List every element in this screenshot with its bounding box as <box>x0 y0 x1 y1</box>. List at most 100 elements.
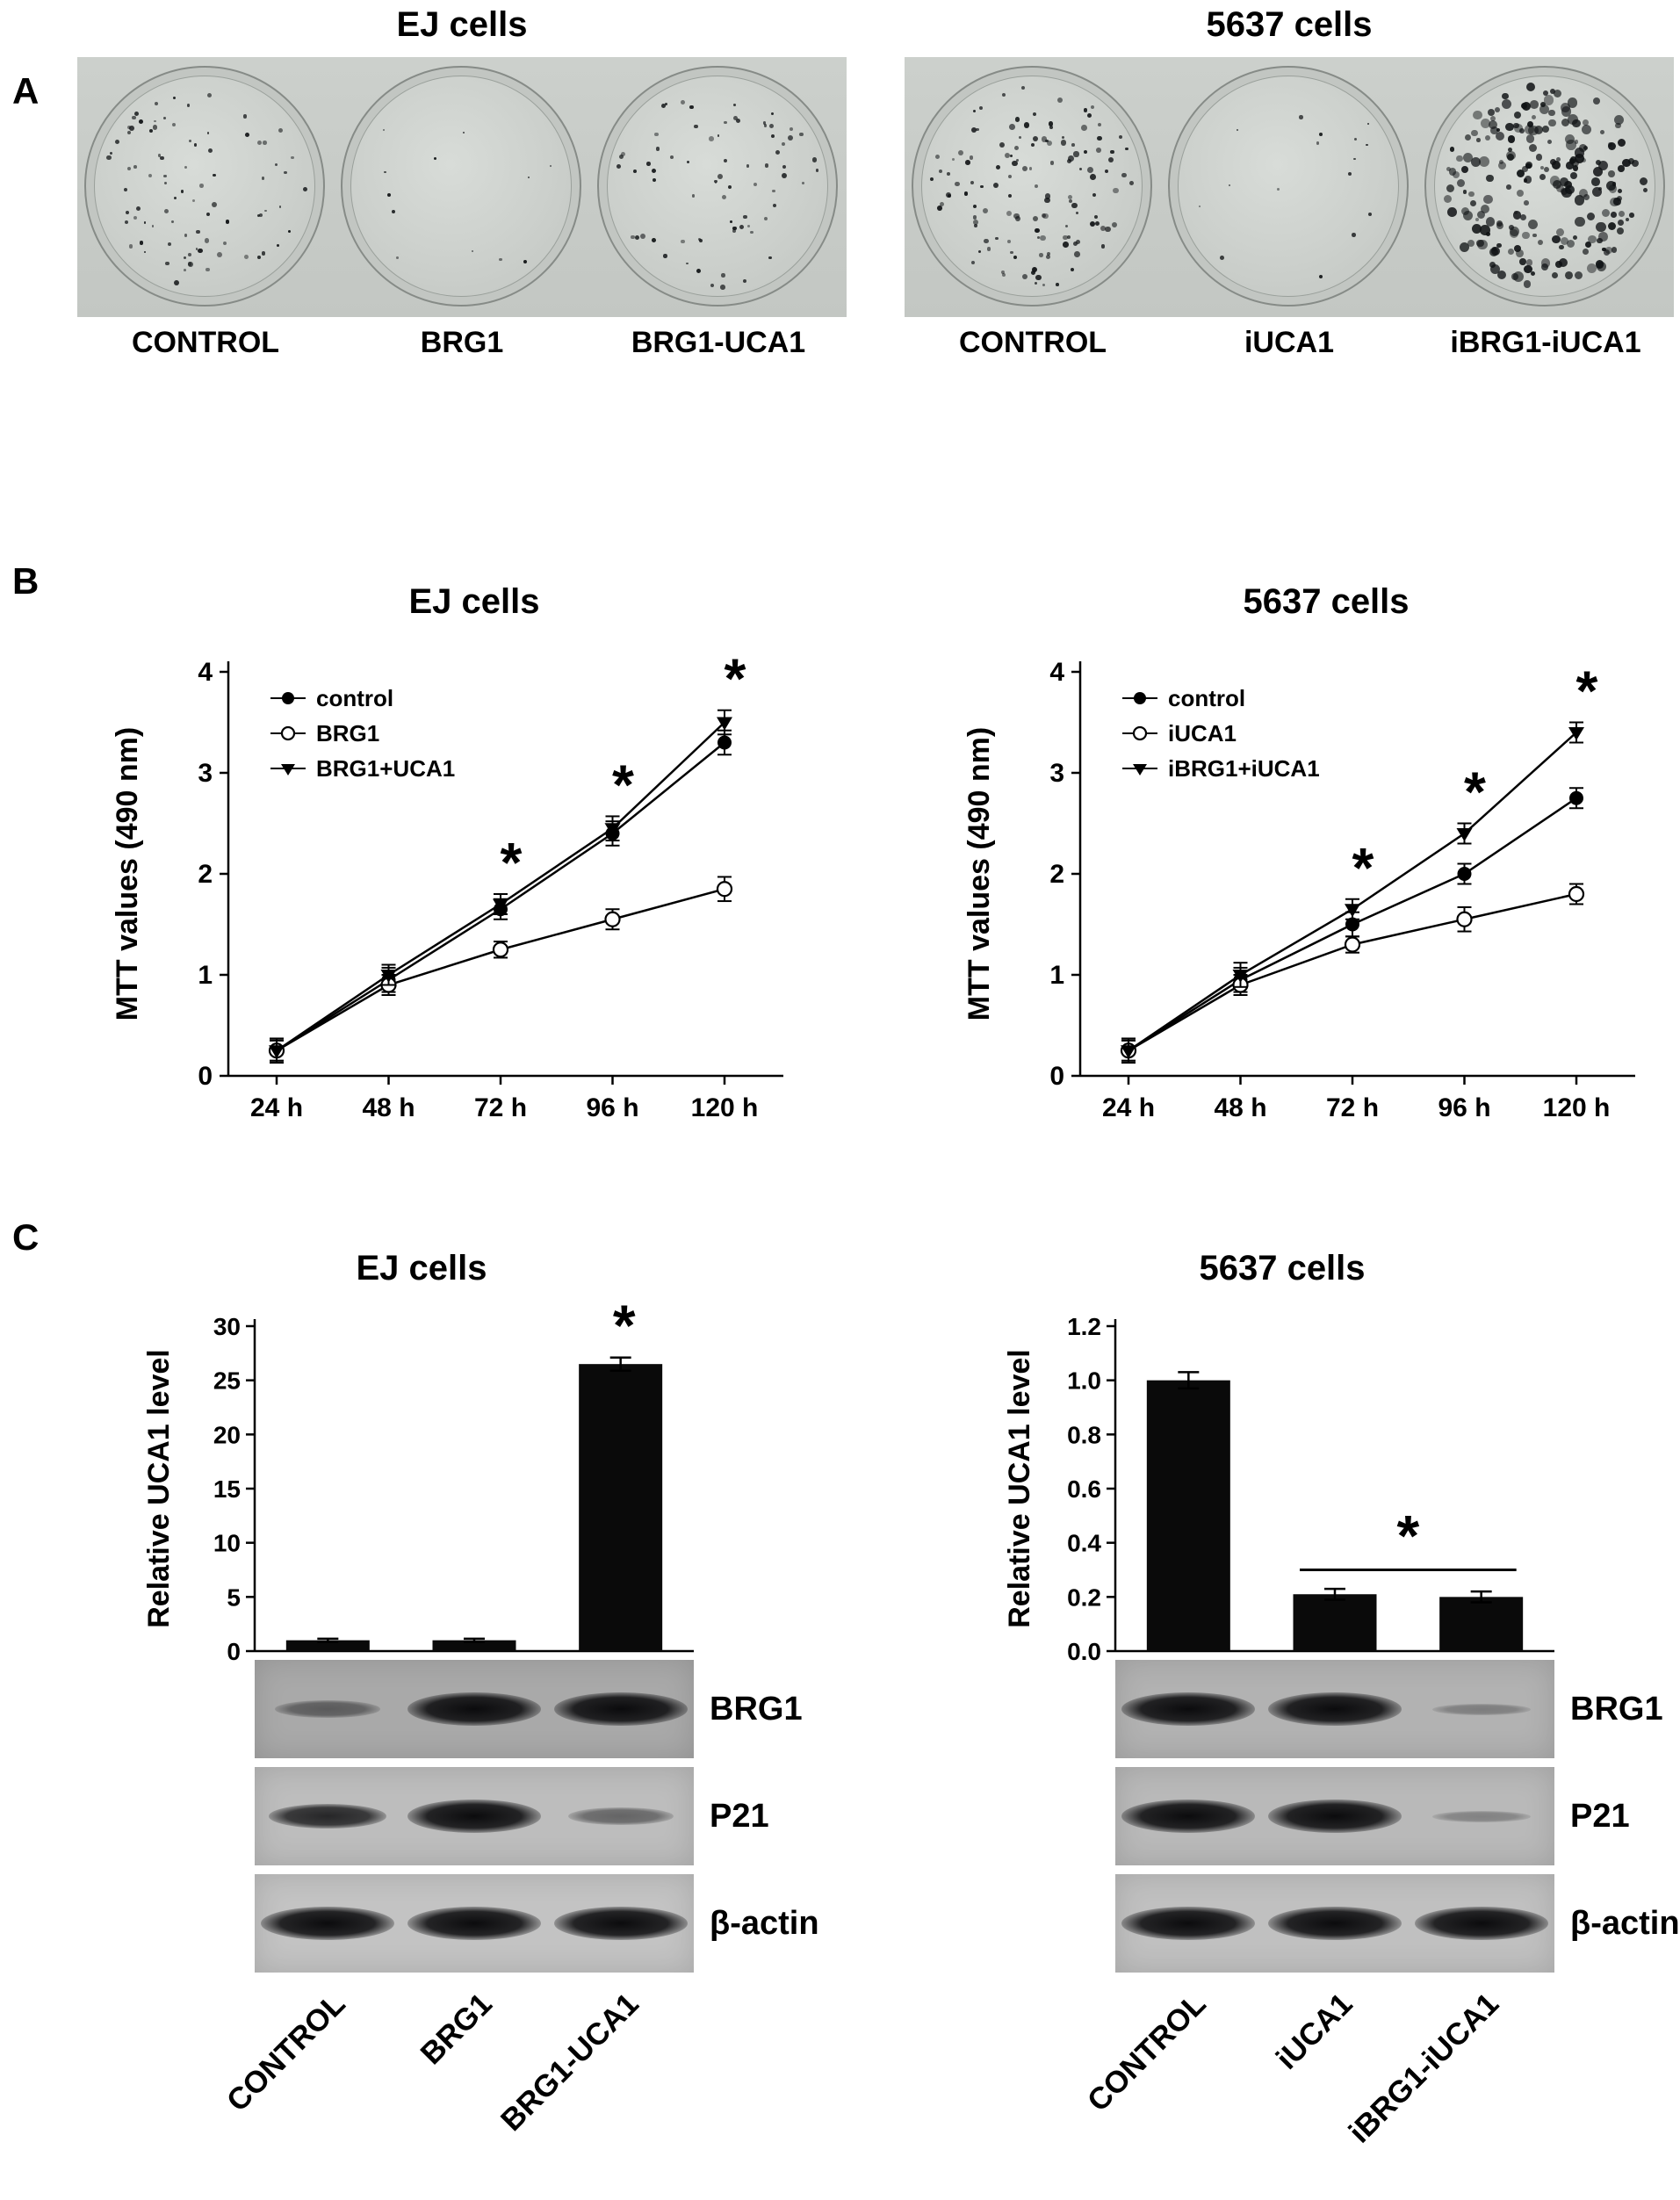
colony-dot <box>1468 191 1475 198</box>
colony-dot <box>1602 247 1606 252</box>
chart-mtt-ej-cells: EJ cells MTT values (490 nm) 0 1 2 3 4 24 h 48 h… <box>97 571 799 1164</box>
blot-row-BRG1 <box>255 1660 694 1758</box>
y-tick-label: 30 <box>213 1313 241 1340</box>
x-tick-label: 96 h <box>586 1093 638 1122</box>
colony-dot <box>1593 97 1601 105</box>
colony-dot <box>1509 225 1514 230</box>
colony-dot <box>709 136 714 141</box>
colony-dot <box>173 97 177 100</box>
colony-dot <box>188 139 191 142</box>
axes <box>1071 661 1635 1085</box>
colony-dot <box>1575 153 1585 163</box>
colony-dot <box>663 254 667 258</box>
colony-dot <box>1107 157 1114 163</box>
significance-star: * <box>1464 761 1486 824</box>
colony-dot <box>1461 206 1470 215</box>
colony-dot <box>124 220 128 224</box>
colony-dot <box>211 201 217 207</box>
colony-dot <box>184 234 188 237</box>
y-axis-label: MTT values (490 nm) <box>111 727 144 1021</box>
colony-group-title-5637: 5637 cells <box>1206 5 1373 44</box>
colony-dot <box>1524 200 1529 206</box>
colony-dot <box>205 267 210 272</box>
colony-dot <box>151 224 155 227</box>
colony-dot <box>1498 159 1503 165</box>
colony-dot <box>721 273 725 278</box>
colony-dot <box>1494 107 1500 113</box>
colony-dot <box>732 104 736 106</box>
lane-label: BRG1-UCA1 <box>494 1987 645 2138</box>
blot-protein-label: BRG1 <box>1570 1690 1663 1728</box>
colony-dot <box>1549 88 1555 94</box>
colony-dot <box>742 279 746 284</box>
marker-filled-triangle <box>1121 1045 1136 1059</box>
colony-dot <box>1572 119 1581 128</box>
bar-CONTROL <box>1146 1380 1230 1651</box>
colony-dot <box>1072 241 1078 247</box>
colony-dot <box>995 236 999 241</box>
y-axis-label: Relative UCA1 level <box>1003 1349 1036 1628</box>
dish-cell: iUCA1 <box>1161 57 1417 360</box>
colony-dot <box>1570 158 1580 168</box>
y-tick-label: 25 <box>213 1367 241 1395</box>
marker-open-circle <box>716 881 733 898</box>
colony-dot <box>1516 249 1525 257</box>
colony-dot <box>1129 181 1134 185</box>
colony-dot <box>1090 174 1096 181</box>
colony-dot <box>1471 156 1482 167</box>
colony-dot <box>1229 184 1231 186</box>
colony-dot <box>1113 188 1119 194</box>
colony-dot <box>1070 267 1075 272</box>
colony-dot <box>1353 157 1357 161</box>
colony-dot <box>970 260 975 264</box>
colony-dot <box>1010 250 1013 254</box>
colony-dot <box>171 220 175 223</box>
colony-dot <box>384 171 386 174</box>
colony-dot <box>1009 124 1016 130</box>
colony-dot <box>972 215 977 220</box>
colony-dot <box>264 209 267 213</box>
colony-dot <box>1353 137 1358 141</box>
colony-dot <box>154 119 156 123</box>
colony-dot <box>1111 221 1117 227</box>
colony-dot <box>1001 272 1006 278</box>
colony-dot <box>1604 247 1612 254</box>
colony-dot <box>129 126 134 131</box>
marker-open-circle <box>1456 911 1473 927</box>
colony-dot <box>1574 270 1583 280</box>
colony-dot <box>619 154 624 159</box>
colony-dot <box>768 256 772 260</box>
colony-dot <box>1556 228 1564 237</box>
colony-dot <box>1455 155 1463 162</box>
dish-row-5637: CONTROL iUCA1 iBRG1-iUCA1 <box>905 57 1674 360</box>
marker-filled-triangle <box>493 898 508 912</box>
petri-dish-inner <box>1178 76 1399 297</box>
colony-dot <box>1013 256 1018 260</box>
colony-dot <box>681 100 686 105</box>
colony-dot <box>225 219 230 224</box>
colony-dot <box>935 155 941 160</box>
marker-filled-triangle <box>1568 727 1584 740</box>
colony-dot <box>1035 274 1042 281</box>
colony-dot <box>262 177 265 180</box>
line-chart-mtt_5637: 5637 cells MTT values (490 nm) 0 1 2 3 4 24 h 48… <box>963 582 1635 1122</box>
colony-dot <box>1603 249 1610 256</box>
y-tick-label: 1.0 <box>1067 1367 1101 1395</box>
colony-dot <box>278 206 282 208</box>
colony-dot <box>1556 184 1565 192</box>
colony-dot <box>275 163 278 167</box>
colony-dot <box>973 224 978 228</box>
colony-dot <box>660 103 667 109</box>
blot-row-P21 <box>255 1767 694 1865</box>
dish-cell: CONTROL <box>77 57 334 360</box>
colony-dot <box>1100 226 1106 232</box>
chart-uca1-5637-cells: 5637 cells Relative UCA1 level 0.0 0.2 0.4 0.… <box>992 1243 1590 1669</box>
marker-filled-circle <box>282 692 294 704</box>
colony-dot <box>153 125 158 130</box>
colony-dot <box>739 224 744 229</box>
colony-dot <box>1506 184 1511 190</box>
dish-label: CONTROL <box>131 326 280 359</box>
colony-dot <box>198 248 203 254</box>
colony-dot <box>160 155 164 161</box>
colony-dot <box>1574 195 1585 206</box>
